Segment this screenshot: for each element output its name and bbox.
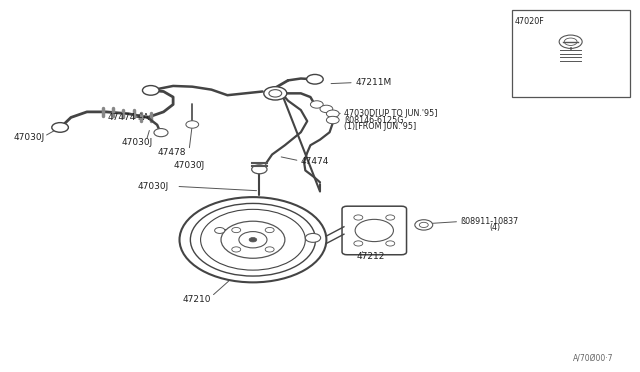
Text: 47212: 47212 [357,252,385,261]
Circle shape [252,165,267,174]
Circle shape [143,86,159,95]
Circle shape [179,197,326,282]
Circle shape [232,227,241,232]
Text: 47030J: 47030J [13,133,45,142]
Circle shape [200,209,305,270]
Text: ß08146-6125G: ß08146-6125G [344,116,404,125]
Text: 47030J: 47030J [122,138,154,147]
Text: 47210: 47210 [182,295,211,304]
Text: 47211M: 47211M [355,78,392,87]
Circle shape [415,220,433,230]
Circle shape [310,101,323,108]
Text: 47020F: 47020F [515,17,545,26]
Circle shape [264,87,287,100]
Circle shape [214,228,225,234]
Text: 47478: 47478 [157,148,186,157]
Circle shape [269,90,282,97]
Text: (1)[FROM JUN.'95]: (1)[FROM JUN.'95] [344,122,417,131]
Circle shape [265,247,274,252]
Circle shape [355,219,394,241]
Text: (4): (4) [489,223,500,232]
FancyBboxPatch shape [511,10,630,97]
Circle shape [186,121,198,128]
Circle shape [221,221,285,258]
Circle shape [386,215,395,220]
Circle shape [154,129,168,137]
FancyBboxPatch shape [342,206,406,255]
Circle shape [354,215,363,220]
Circle shape [232,247,241,252]
Text: ß08911-10837: ß08911-10837 [461,217,519,226]
Circle shape [249,237,257,242]
Circle shape [305,234,321,242]
Text: 47030J: 47030J [138,182,169,191]
Circle shape [559,35,582,48]
Circle shape [239,232,267,248]
Text: 47030D[UP TO JUN.'95]: 47030D[UP TO JUN.'95] [344,109,438,118]
Circle shape [190,203,316,276]
Circle shape [307,74,323,84]
Circle shape [326,110,339,118]
Circle shape [419,222,428,228]
Circle shape [52,123,68,132]
Circle shape [386,241,395,246]
Text: A/70Ø00·7: A/70Ø00·7 [573,353,614,362]
Circle shape [265,227,274,232]
Circle shape [564,38,577,45]
Text: 47474: 47474 [301,157,329,166]
Circle shape [320,105,333,113]
Text: 47474+A: 47474+A [108,113,149,122]
Circle shape [326,116,339,124]
Circle shape [354,241,363,246]
Text: 47030J: 47030J [173,161,204,170]
